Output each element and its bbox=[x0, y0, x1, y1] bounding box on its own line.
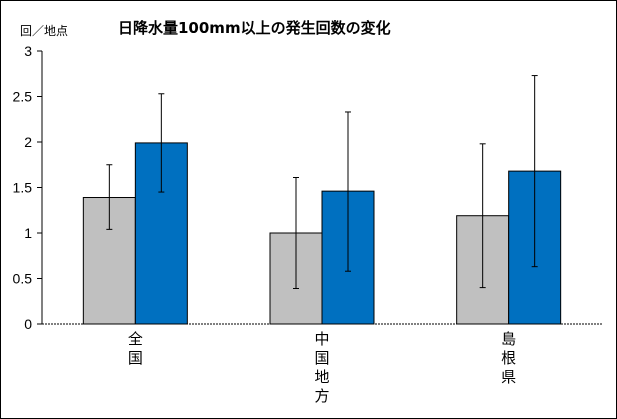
y-tick-label: 0 bbox=[24, 316, 32, 332]
error-bars bbox=[106, 75, 538, 290]
y-tick-label: 3 bbox=[24, 43, 32, 59]
x-category-label: 全国 bbox=[128, 330, 143, 367]
y-tick-label: 0.5 bbox=[13, 271, 33, 287]
error-bar bbox=[158, 93, 165, 193]
x-category-label: 中国地方 bbox=[314, 330, 329, 405]
error-bar bbox=[531, 75, 538, 268]
y-axis-label: 回／地点 bbox=[20, 24, 68, 38]
x-category-label: 島根県 bbox=[501, 330, 516, 386]
error-bar bbox=[106, 164, 113, 230]
y-tick-label: 2 bbox=[24, 134, 32, 150]
chart-title: 日降水量100mm以上の発生回数の変化 bbox=[118, 19, 391, 37]
y-tick-label: 1 bbox=[24, 225, 32, 241]
y-tick-label: 2.5 bbox=[13, 89, 33, 105]
error-bar bbox=[479, 143, 486, 289]
bars bbox=[82, 142, 562, 325]
x-category-labels: 全国 中国地方 島根県 bbox=[128, 330, 516, 405]
y-tick-label: 1.5 bbox=[13, 180, 33, 196]
error-bar bbox=[345, 111, 351, 272]
error-bar bbox=[293, 176, 299, 290]
y-tick-labels: 0 0.5 1 1.5 2 2.5 3 bbox=[13, 43, 33, 332]
